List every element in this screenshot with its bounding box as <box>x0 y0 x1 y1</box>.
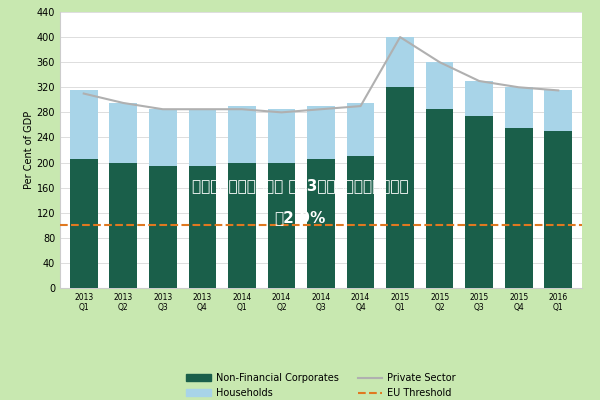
Private Sector <box>436 60 443 64</box>
Private Sector <box>278 110 285 115</box>
Private Sector <box>397 35 404 40</box>
Private Sector <box>80 91 88 96</box>
Bar <box>544 90 572 131</box>
EU Threshold <box>119 223 127 228</box>
Private Sector <box>476 78 483 84</box>
Private Sector <box>119 100 127 105</box>
Bar <box>188 109 216 166</box>
Private Sector <box>515 85 523 90</box>
Private Sector <box>317 107 325 112</box>
Bar <box>426 109 454 288</box>
Private Sector <box>238 107 245 112</box>
Bar <box>386 87 414 288</box>
Bar <box>307 106 335 160</box>
Bar <box>109 162 137 288</box>
EU Threshold <box>80 223 88 228</box>
Bar <box>149 109 176 166</box>
Bar <box>426 62 454 109</box>
Bar <box>466 116 493 288</box>
Private Sector <box>357 104 364 108</box>
Bar <box>268 162 295 288</box>
Bar <box>307 160 335 288</box>
Private Sector <box>159 107 166 112</box>
Text: 长2.9%: 长2.9% <box>274 210 326 226</box>
Bar <box>268 109 295 162</box>
Legend: Non-Financial Corporates, Households, Private Sector, EU Threshold: Non-Financial Corporates, Households, Pr… <box>184 370 458 400</box>
Bar <box>466 81 493 116</box>
Bar <box>149 166 176 288</box>
Bar <box>228 162 256 288</box>
Bar <box>70 160 98 288</box>
Bar <box>228 106 256 162</box>
Bar <box>70 90 98 160</box>
Bar <box>505 128 533 288</box>
Line: Private Sector: Private Sector <box>84 37 558 112</box>
Private Sector <box>554 88 562 93</box>
Bar <box>347 103 374 156</box>
Y-axis label: Per Cent of GDP: Per Cent of GDP <box>24 111 34 189</box>
Text: 股票资本分配杠杆平台 日本3月核心机械订单环比增: 股票资本分配杠杆平台 日本3月核心机械订单环比增 <box>191 178 409 194</box>
Bar <box>109 103 137 162</box>
Bar <box>347 156 374 288</box>
Bar <box>188 166 216 288</box>
Bar <box>505 87 533 128</box>
Bar <box>544 131 572 288</box>
Private Sector <box>199 107 206 112</box>
Bar <box>386 37 414 87</box>
